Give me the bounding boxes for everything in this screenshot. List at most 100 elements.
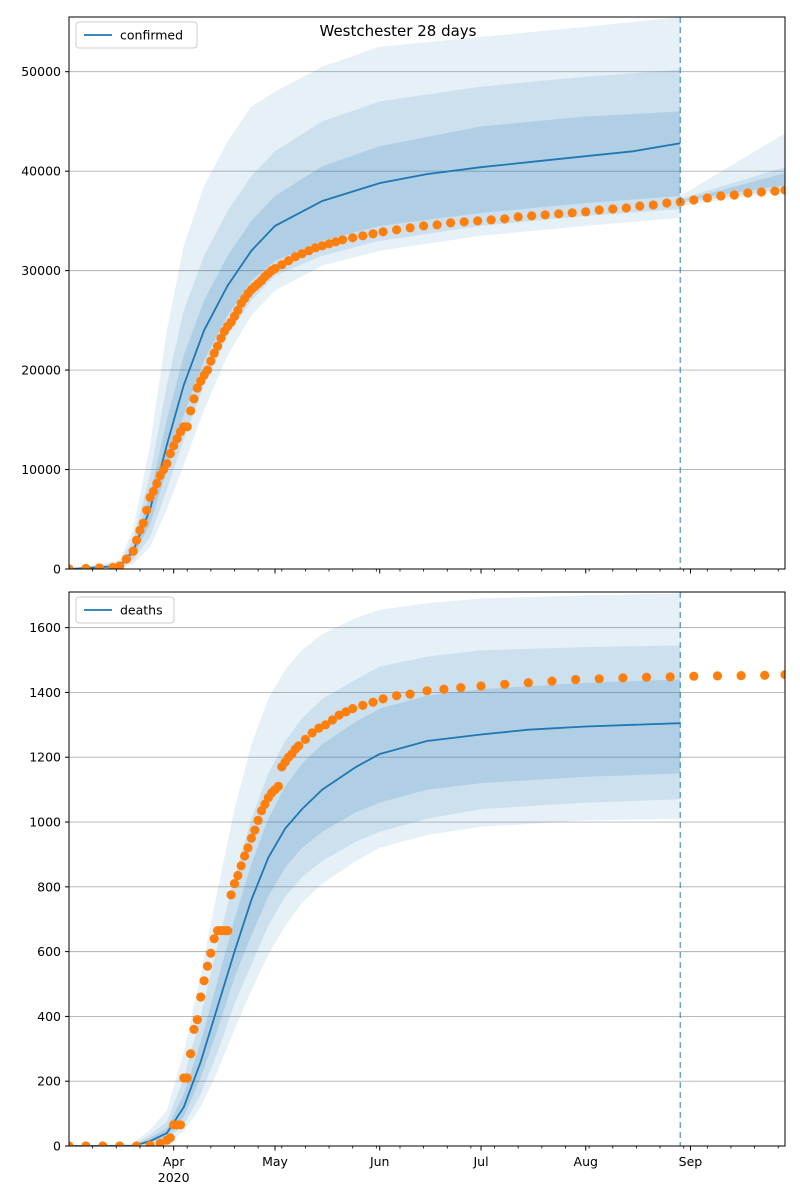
confirmed-observed-point: [500, 214, 510, 224]
confirmed-observed-point: [233, 305, 243, 315]
deaths-observed-point: [131, 1141, 142, 1146]
deaths-observed-point: [618, 673, 628, 683]
confirmed-observed-point: [81, 563, 91, 569]
xtick-label-apr: Apr 2020: [158, 1154, 190, 1185]
deaths-band-50-area: [69, 679, 681, 1146]
deaths-observed-point: [196, 992, 206, 1002]
confirmed-observed-point: [743, 188, 753, 198]
confirmed-observed-point: [162, 459, 172, 469]
confirmed-observed-point: [135, 525, 145, 535]
deaths-observed-point: [358, 700, 368, 711]
deaths-observed-point: [229, 879, 240, 889]
deaths-plot-area: [69, 593, 785, 1146]
deaths-observed-point: [145, 1140, 155, 1146]
deaths-observed-point: [422, 686, 432, 696]
deaths-observed-point: [243, 843, 253, 853]
deaths-ytick-label-1200: 1200: [29, 750, 61, 765]
confirmed-observed-point: [192, 383, 202, 393]
confirmed-observed-point: [459, 217, 469, 227]
confirmed-observed-point: [446, 218, 456, 228]
xtick-label-may: May: [262, 1154, 288, 1169]
confirmed-observed-point: [108, 562, 118, 569]
confirmed-observed-point: [567, 208, 577, 218]
deaths-observed-point: [571, 674, 581, 685]
deaths-ytick-label-200: 200: [37, 1074, 61, 1089]
confirmed-observed-point: [513, 212, 523, 222]
confirmed-observed-point: [216, 333, 226, 343]
confirmed-observed-point: [69, 564, 74, 569]
confirmed-observed-point: [115, 561, 125, 569]
deaths-observed-point: [202, 961, 213, 971]
deaths-observed-point: [98, 1141, 108, 1146]
xtick-label-aug: Aug: [574, 1154, 598, 1169]
deaths-band-95-area: [69, 593, 681, 1146]
confirmed-observed-point: [473, 216, 483, 226]
deaths-axes-frame: [68, 591, 786, 1147]
confirmed-observed-point: [338, 235, 348, 245]
deaths-observed-point: [253, 815, 263, 826]
deaths-legend-box: [75, 596, 175, 624]
confirmed-observed-point: [348, 233, 358, 243]
confirmed-observed-point: [405, 223, 415, 233]
confirmed-plot-area: [69, 17, 785, 569]
confirmed-observed-point: [368, 229, 378, 239]
deaths-observed-point: [760, 670, 770, 680]
confirmed-ytick-label-40000: 40000: [21, 164, 61, 179]
deaths-observed-point: [69, 1141, 74, 1146]
deaths-observed-point: [189, 1024, 199, 1034]
confirmed-observed-point: [148, 486, 158, 496]
confirmed-observed-point: [283, 256, 294, 266]
deaths-observed-point: [233, 870, 243, 881]
xtick-label-jul: Jul: [472, 1154, 488, 1169]
deaths-observed-point: [321, 720, 331, 730]
confirmed-band-80-area: [69, 69, 785, 569]
confirmed-observed-point: [780, 185, 785, 195]
deaths-axes: 0 200 400 600 800 1000 1200 1400 1600 Apr 2020 May J…: [29, 591, 786, 1185]
deaths-observed-point: [246, 833, 256, 843]
confirmed-observed-point: [770, 186, 780, 196]
deaths-band-80-area: [69, 645, 681, 1146]
deaths-observed-point: [175, 1120, 186, 1130]
deaths-observed-point: [641, 672, 652, 682]
confirmed-observed-point: [648, 200, 658, 210]
deaths-ytick-label-600: 600: [37, 944, 61, 959]
deaths-observed-point: [780, 670, 785, 680]
confirmed-observed-point: [270, 264, 280, 274]
confirmed-observed-point: [594, 205, 604, 215]
figure-title: Westchester 28 days: [320, 22, 477, 40]
confirmed-observed-point: [621, 203, 631, 213]
deaths-observed-point: [206, 948, 216, 958]
confirmed-observed-point: [128, 546, 138, 556]
confirmed-observed-point: [729, 190, 739, 200]
confirmed-observed-point: [121, 554, 131, 564]
deaths-observed-point: [665, 672, 675, 682]
confirmed-observed-point: [213, 341, 223, 351]
confirmed-band-50-area: [69, 111, 785, 569]
deaths-observed-point: [314, 723, 324, 733]
deaths-observed-point: [547, 676, 557, 686]
confirmed-observed-point: [189, 394, 199, 404]
deaths-ytick-label-1000: 1000: [29, 815, 61, 830]
deaths-legend: deaths: [75, 596, 175, 624]
confirmed-observed-point: [392, 225, 402, 235]
deaths-observed-point: [81, 1141, 91, 1146]
deaths-ytick-label-800: 800: [37, 879, 61, 894]
xtick-label-sep: Sep: [679, 1154, 703, 1169]
confirmed-ytick-label-30000: 30000: [21, 263, 61, 278]
deaths-observed-point: [689, 671, 699, 681]
deaths-ytick-label-1600: 1600: [29, 620, 61, 635]
confirmed-observed-point: [209, 348, 219, 358]
deaths-observed-point: [294, 741, 304, 751]
deaths-observed-point: [736, 671, 746, 681]
confirmed-legend-label: confirmed: [120, 28, 183, 43]
confirmed-observed-point: [702, 193, 712, 203]
deaths-observed-point: [300, 734, 310, 745]
deaths-observed-point: [327, 715, 337, 725]
confirmed-ytick-label-20000: 20000: [21, 363, 61, 378]
confirmed-observed-point: [540, 210, 550, 220]
deaths-observed-point: [192, 1015, 202, 1025]
deaths-observed-point: [378, 694, 388, 704]
confirmed-observed-point: [378, 227, 388, 237]
confirmed-observed-point: [206, 356, 216, 366]
confirmed-observed-point: [152, 478, 162, 489]
